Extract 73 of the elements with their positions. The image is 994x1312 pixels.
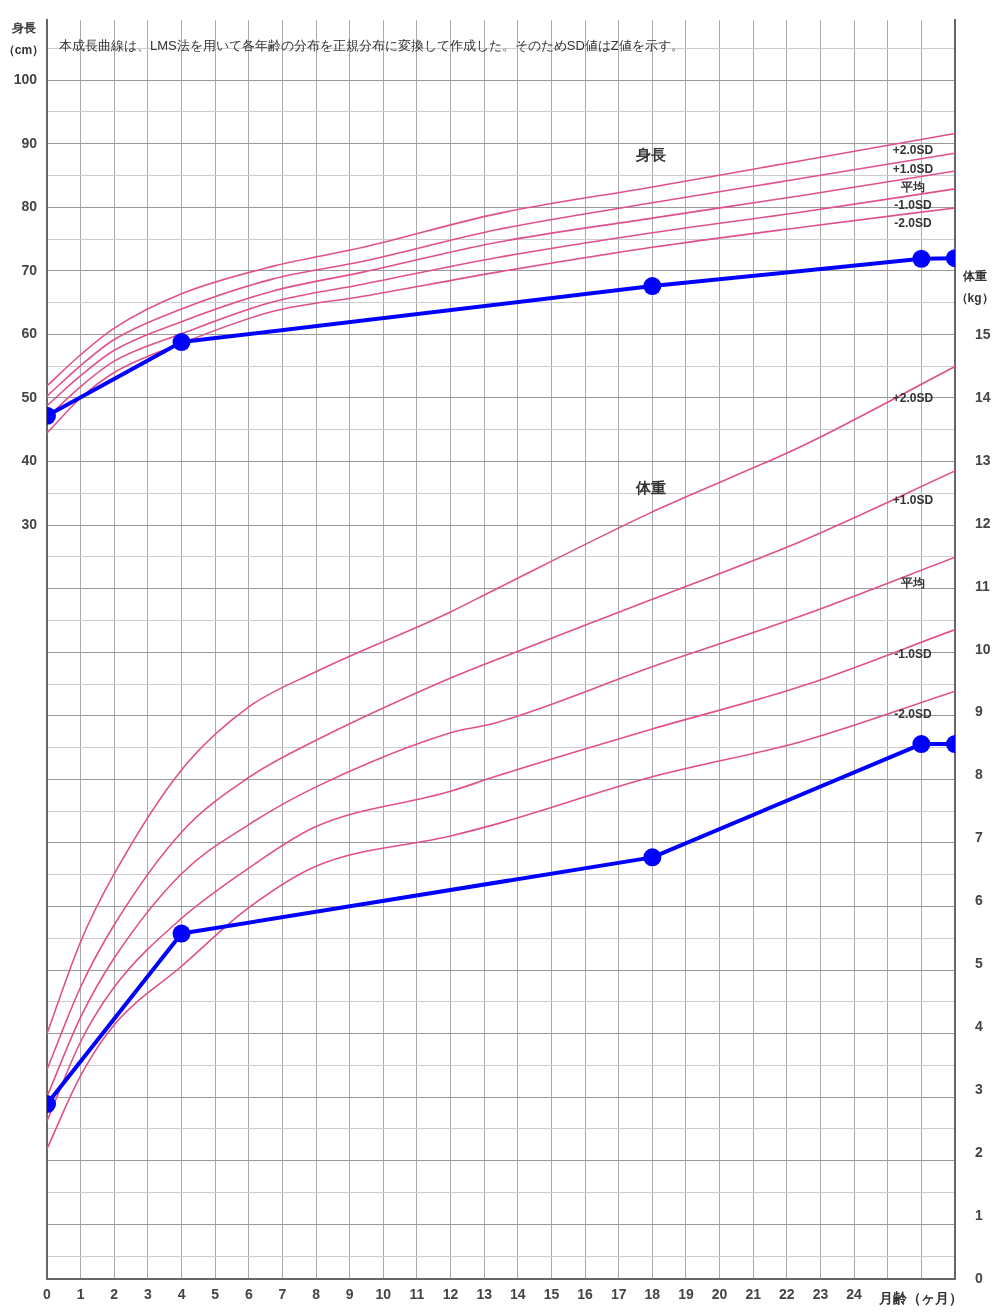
x-tick-label: 3 bbox=[143, 1286, 152, 1303]
point bbox=[643, 277, 662, 296]
y2-tick-label: 4 bbox=[975, 1018, 983, 1035]
series-label: +1.0SD bbox=[892, 162, 934, 177]
x-axis-title: 月齢（ヶ月） bbox=[878, 1289, 963, 1306]
series-label: 平均 bbox=[900, 180, 925, 195]
y2-tick-label: 5 bbox=[975, 955, 983, 972]
series-label: +2.0SD bbox=[892, 390, 934, 405]
y2-tick-label: 10 bbox=[975, 640, 991, 657]
point bbox=[912, 249, 931, 268]
series-label: -2.0SD bbox=[894, 215, 932, 230]
x-tick-label: 5 bbox=[211, 1286, 220, 1303]
x-tick-label: 8 bbox=[312, 1286, 321, 1303]
y2-tick-label: 2 bbox=[975, 1144, 983, 1160]
x-tick-label: 13 bbox=[476, 1286, 493, 1303]
y-tick-label: 30 bbox=[21, 515, 38, 532]
x-tick-label: 20 bbox=[711, 1286, 728, 1303]
x-tick-label: 6 bbox=[244, 1286, 253, 1303]
x-tick-label: 23 bbox=[812, 1286, 829, 1303]
x-tick-label: 15 bbox=[543, 1286, 560, 1303]
series-label: +2.0SD bbox=[892, 143, 934, 158]
x-tick-label: 17 bbox=[610, 1286, 627, 1303]
line-series bbox=[47, 628, 955, 1122]
series-label: -1.0SD bbox=[894, 197, 932, 212]
y-axis-title: 身長（cm） bbox=[2, 20, 45, 57]
x-tick-label: 12 bbox=[442, 1286, 459, 1303]
x-tick-label: 21 bbox=[745, 1286, 762, 1303]
series-label: 平均 bbox=[900, 575, 925, 590]
x-tick-label: 7 bbox=[278, 1286, 287, 1303]
x-tick-label: 9 bbox=[345, 1286, 354, 1303]
annotation: 身長 bbox=[634, 146, 666, 164]
y-tick-label: 60 bbox=[21, 325, 38, 342]
y2-tick-label: 12 bbox=[975, 514, 991, 531]
y2-tick-label: 6 bbox=[975, 892, 983, 909]
y2-tick-label: 14 bbox=[975, 388, 991, 405]
y-tick-label: 90 bbox=[21, 134, 38, 151]
x-tick-label: 11 bbox=[409, 1286, 425, 1303]
annotation: 体重 bbox=[634, 478, 666, 496]
y2-tick-label: 13 bbox=[975, 451, 991, 468]
y2-tick-label: 0 bbox=[975, 1269, 983, 1286]
y-tick-label: 80 bbox=[21, 198, 38, 215]
y2-tick-label: 3 bbox=[975, 1081, 983, 1098]
y2-axis-title: 体重（kg） bbox=[955, 269, 994, 306]
x-tick-label: 1 bbox=[76, 1286, 85, 1303]
x-tick-label: 2 bbox=[110, 1286, 119, 1303]
y-tick-label: 40 bbox=[21, 452, 38, 469]
x-tick-label: 10 bbox=[375, 1286, 392, 1303]
point bbox=[912, 735, 931, 754]
y2-tick-label: 11 bbox=[975, 577, 991, 594]
x-tick-label: 22 bbox=[779, 1286, 795, 1303]
x-tick-label: 24 bbox=[846, 1286, 863, 1303]
x-tick-label: 4 bbox=[177, 1286, 186, 1303]
y-tick-label: 50 bbox=[21, 388, 38, 405]
series-label: +1.0SD bbox=[892, 492, 934, 507]
y2-tick-label: 15 bbox=[975, 325, 991, 342]
y2-tick-label: 9 bbox=[975, 703, 983, 720]
y2-tick-label: 7 bbox=[975, 829, 983, 846]
x-tick-label: 18 bbox=[644, 1286, 661, 1303]
line-series bbox=[47, 690, 955, 1150]
x-tick-label: 14 bbox=[510, 1286, 526, 1303]
y2-tick-label: 1 bbox=[975, 1206, 983, 1223]
series-label: -2.0SD bbox=[894, 707, 932, 722]
line-series bbox=[47, 470, 955, 1071]
line-series bbox=[47, 365, 955, 1035]
x-tick-label: 16 bbox=[577, 1286, 594, 1303]
point bbox=[643, 848, 662, 867]
y2-tick-label: 8 bbox=[975, 766, 983, 783]
series-label: -1.0SD bbox=[894, 647, 932, 662]
x-tick-label: 19 bbox=[678, 1286, 694, 1303]
y-tick-label: 100 bbox=[13, 71, 38, 88]
x-tick-label: 0 bbox=[43, 1286, 52, 1303]
y-tick-label: 70 bbox=[21, 261, 38, 278]
annotation: 本成長曲線は、LMS法を用いて各年齢の分布を正規分布に変換して作成した。そのためSD値はZ値を示す。 bbox=[59, 37, 684, 53]
